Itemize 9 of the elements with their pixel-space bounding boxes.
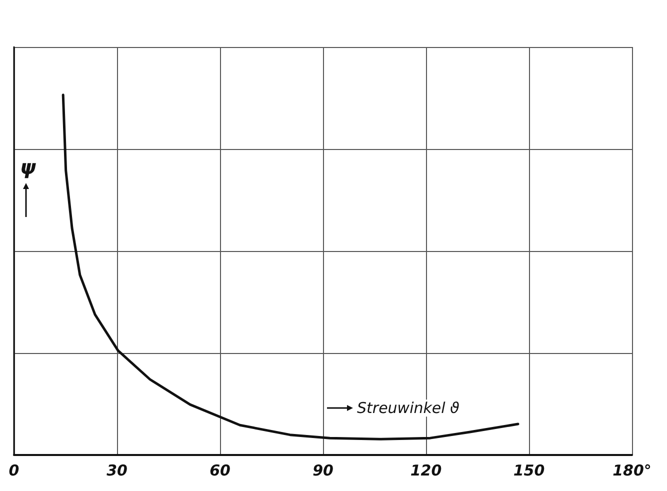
y-axis-title: ψ bbox=[20, 154, 36, 179]
x-tick-label: 180° bbox=[612, 462, 652, 480]
x-axis-title: Streuwinkel ϑ bbox=[357, 399, 460, 418]
x-tick-label: 30 bbox=[106, 462, 128, 480]
x-tick-label: 0 bbox=[8, 462, 20, 480]
x-tick-label: 150 bbox=[513, 462, 545, 480]
x-tick-label: 60 bbox=[210, 462, 230, 480]
x-tick-label: 120 bbox=[410, 462, 442, 480]
x-tick-label: 90 bbox=[312, 462, 334, 480]
